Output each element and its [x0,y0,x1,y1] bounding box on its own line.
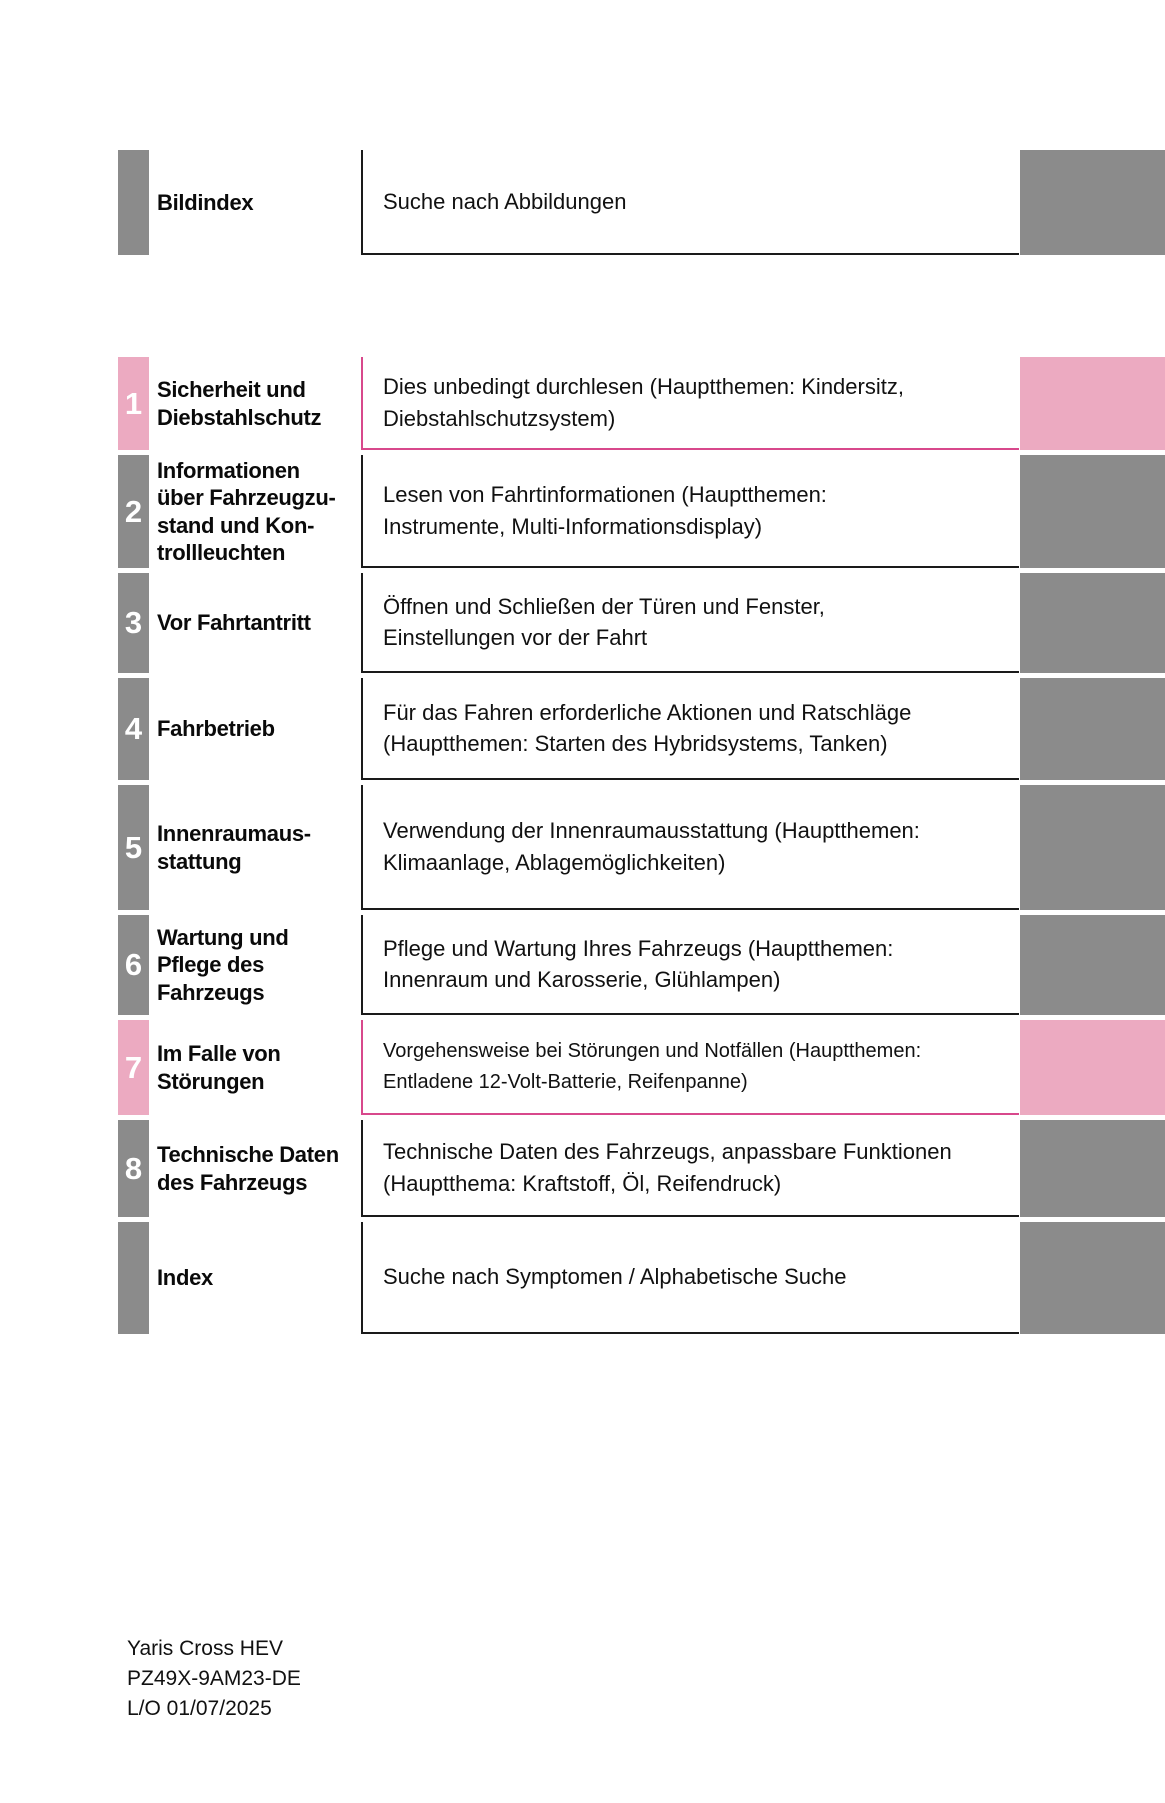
chapter-title: Wartung und Pflege des Fahrzeugs [157,925,289,1005]
chapter-number: 2 [124,493,143,529]
chapter-tab-block-left: 6 [118,915,149,1015]
chapter-description: Technische Daten des Fahrzeugs, anpassba… [383,1139,952,1196]
chapter-title: Sicherheit und Diebstahlschutz [157,377,322,430]
chapter-description-box: Technische Daten des Fahrzeugs, anpassba… [361,1120,1019,1217]
chapter-tab-block-right [1020,150,1165,255]
chapter-tab-block-left [118,150,149,255]
chapter-description-box: Lesen von Fahrtinformationen (Haupttheme… [361,455,1019,568]
chapter-tab-block-left: 7 [118,1020,149,1115]
chapter-tab-block-left: 4 [118,678,149,780]
chapter-description: Vorgehensweise bei Störungen und Notfäll… [383,1039,922,1093]
chapter-tab-block-right [1020,1120,1165,1217]
footer-layout-date: L/O 01/07/2025 [127,1697,272,1720]
chapter-description: Pflege und Wartung Ihres Fahrzeugs (Haup… [383,935,894,992]
chapter-description-box: Vorgehensweise bei Störungen und Notfäll… [361,1020,1019,1115]
chapter-tab-block-left: 2 [118,455,149,568]
chapter-tab-block-right [1020,785,1165,910]
chapter-number: 6 [124,947,143,982]
footer-model-name: Yaris Cross HEV [127,1637,283,1660]
chapter-tab-block-left: 3 [118,573,149,673]
toc-row-chapter-6: 6 Wartung und Pflege des Fahrzeugs Pfleg… [0,915,1165,1015]
chapter-tab-block-left: 5 [118,785,149,910]
toc-row-chapter-8: 8 Technische Daten des Fahrzeugs Technis… [0,1120,1165,1217]
chapter-description: Suche nach Abbildungen [383,188,627,214]
chapter-description-box: Dies unbedingt durchlesen (Hauptthemen: … [361,357,1019,450]
chapter-number: 4 [124,711,143,746]
toc-row-chapter-3: 3 Vor Fahrtantritt Öffnen und Schließen … [0,573,1165,673]
chapter-number: 5 [124,829,143,865]
chapter-description: Verwendung der Innenraumausstattung (Hau… [383,818,920,875]
footer: Yaris Cross HEV PZ49X-9AM23-DE L/O 01/07… [127,1634,301,1724]
chapter-title: Bildindex [157,189,254,215]
chapter-tab-block-right [1020,1020,1165,1115]
chapter-description: Dies unbedingt durchlesen (Hauptthemen: … [383,374,904,431]
chapter-tab-block-left [118,1222,149,1334]
chapter-description-box: Verwendung der Innenraumausstattung (Hau… [361,785,1019,910]
chapter-title: Fahrbetrieb [157,716,275,742]
toc-row-chapter-5: 5 Innenraumaus- stattung Verwendung der … [0,785,1165,910]
chapter-number: 7 [124,1049,143,1085]
chapter-description: Öffnen und Schließen der Türen und Fenst… [383,593,825,650]
chapter-title: Vor Fahrtantritt [157,610,311,636]
chapter-description-box: Pflege und Wartung Ihres Fahrzeugs (Haup… [361,915,1019,1015]
chapter-tab-block-right [1020,678,1165,780]
toc-row-chapter-1: 1 Sicherheit und Diebstahlschutz Dies un… [0,357,1165,450]
chapter-tab-block-left: 1 [118,357,149,450]
chapter-description-box: Für das Fahren erforderliche Aktionen un… [361,678,1019,780]
chapter-title: Technische Daten des Fahrzeugs [157,1142,339,1195]
chapter-title: Im Falle von Störungen [157,1041,281,1094]
chapter-number: 8 [124,1150,143,1186]
chapter-description-box: Öffnen und Schließen der Türen und Fenst… [361,573,1019,673]
chapter-tab-block-right [1020,357,1165,450]
chapter-title: Innenraumaus- stattung [157,821,311,874]
chapter-tab-block-right [1020,915,1165,1015]
chapter-description-box: Suche nach Symptomen / Alphabetische Suc… [361,1222,1019,1334]
chapter-title: Index [157,1265,213,1291]
chapter-description: Für das Fahren erforderliche Aktionen un… [383,699,912,756]
chapter-tab-block-right [1020,573,1165,673]
chapter-tab-block-right [1020,455,1165,568]
toc-row-index: Index Suche nach Symptomen / Alphabetisc… [0,1222,1165,1334]
chapter-description: Suche nach Symptomen / Alphabetische Suc… [383,1264,847,1290]
toc-row-chapter-7: 7 Im Falle von Störungen Vorgehensweise … [0,1020,1165,1115]
chapter-number: 3 [124,605,143,640]
toc-row-bildindex: Bildindex Suche nach Abbildungen [0,150,1165,255]
chapter-tab-block-left: 8 [118,1120,149,1217]
toc-row-chapter-2: 2 Informationen über Fahrzeugzu- stand u… [0,455,1165,568]
chapter-description: Lesen von Fahrtinformationen (Haupttheme… [383,482,827,539]
chapter-tab-block-right [1020,1222,1165,1334]
toc-row-chapter-4: 4 Fahrbetrieb Für das Fahren erforderlic… [0,678,1165,780]
chapter-description-box: Suche nach Abbildungen [361,150,1019,255]
chapter-title: Informationen über Fahrzeugzu- stand und… [157,457,336,565]
chapter-number: 1 [124,385,143,421]
footer-publication-code: PZ49X-9AM23-DE [127,1667,301,1690]
